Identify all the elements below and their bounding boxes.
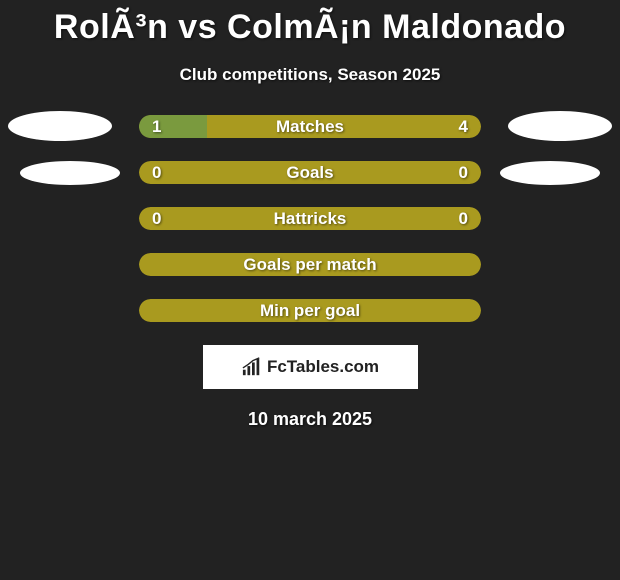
stat-row: Goals per match (0, 253, 620, 276)
stat-value-left: 0 (152, 163, 161, 183)
footer-date: 10 march 2025 (0, 409, 620, 430)
subtitle: Club competitions, Season 2025 (0, 65, 620, 85)
player-right-marker (500, 161, 600, 185)
page-title: RolÃ³n vs ColmÃ¡n Maldonado (0, 8, 620, 47)
stat-label: Min per goal (260, 301, 360, 321)
stats-card: RolÃ³n vs ColmÃ¡n Maldonado Club competi… (0, 0, 620, 430)
stat-bar: Goals per match (139, 253, 481, 276)
stat-bar: Goals 0 0 (139, 161, 481, 184)
stat-label: Goals (286, 163, 333, 183)
brand-text: FcTables.com (267, 357, 379, 377)
stat-value-right: 0 (459, 163, 468, 183)
stat-row: Matches 1 4 (0, 115, 620, 138)
stats-area: Matches 1 4 Goals 0 0 Hattricks 0 0 Goals per mat… (0, 115, 620, 322)
stat-row: Min per goal (0, 299, 620, 322)
bar-chart-icon (241, 357, 263, 377)
stat-row: Goals 0 0 (0, 161, 620, 184)
player-right-marker (508, 111, 612, 141)
brand-box[interactable]: FcTables.com (203, 345, 418, 389)
stat-value-left: 1 (152, 117, 161, 137)
stat-bar: Hattricks 0 0 (139, 207, 481, 230)
stat-label: Matches (276, 117, 344, 137)
stat-bar: Matches 1 4 (139, 115, 481, 138)
stat-value-right: 0 (459, 209, 468, 229)
stat-label: Hattricks (274, 209, 347, 229)
stat-bar: Min per goal (139, 299, 481, 322)
bar-fill-left (139, 115, 207, 138)
player-left-marker (20, 161, 120, 185)
stat-value-right: 4 (459, 117, 468, 137)
stat-value-left: 0 (152, 209, 161, 229)
stat-label: Goals per match (243, 255, 376, 275)
stat-row: Hattricks 0 0 (0, 207, 620, 230)
player-left-marker (8, 111, 112, 141)
